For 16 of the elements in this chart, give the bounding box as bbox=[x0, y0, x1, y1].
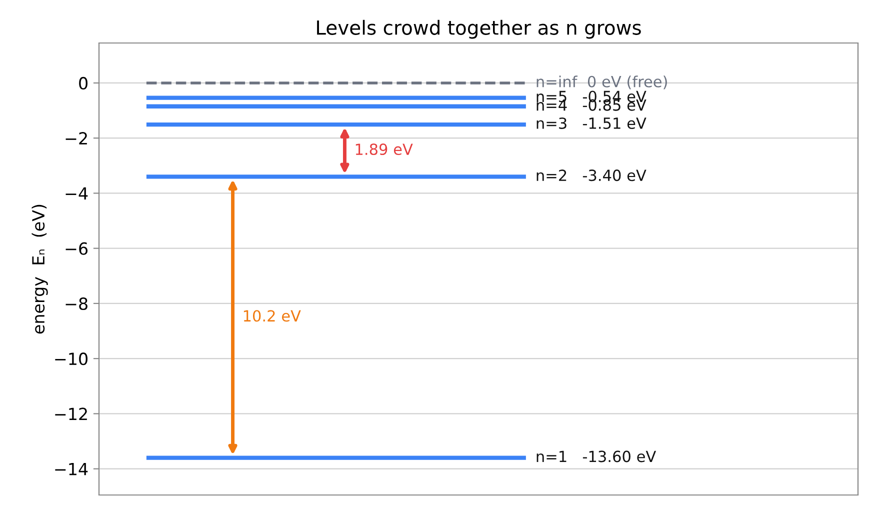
y-tick-label: −10 bbox=[55, 352, 88, 366]
annotation: 1.89 eV bbox=[356, 144, 413, 156]
y-tick-label: −6 bbox=[66, 242, 88, 255]
series-label: n=1 -13.60 eV bbox=[536, 450, 656, 462]
y-tick-label: 0 bbox=[79, 76, 88, 90]
y-tick-label: −14 bbox=[55, 463, 88, 476]
y-tick-label: −4 bbox=[66, 187, 88, 200]
chart-title: Levels crowd together as n grows bbox=[317, 20, 641, 39]
annotation: 10.2 eV bbox=[244, 310, 301, 322]
series-label: n=inf 0 eV (free) bbox=[536, 76, 667, 90]
y-tick-label: −12 bbox=[55, 408, 87, 420]
series-label: n=2 -3.40 eV bbox=[536, 170, 646, 182]
y-tick-label: −8 bbox=[66, 297, 88, 310]
series-label: n=3 -1.51 eV bbox=[536, 117, 646, 130]
y-tick-label: −2 bbox=[66, 132, 87, 144]
y-axis-title: energy Eₙ (eV) bbox=[32, 204, 48, 334]
